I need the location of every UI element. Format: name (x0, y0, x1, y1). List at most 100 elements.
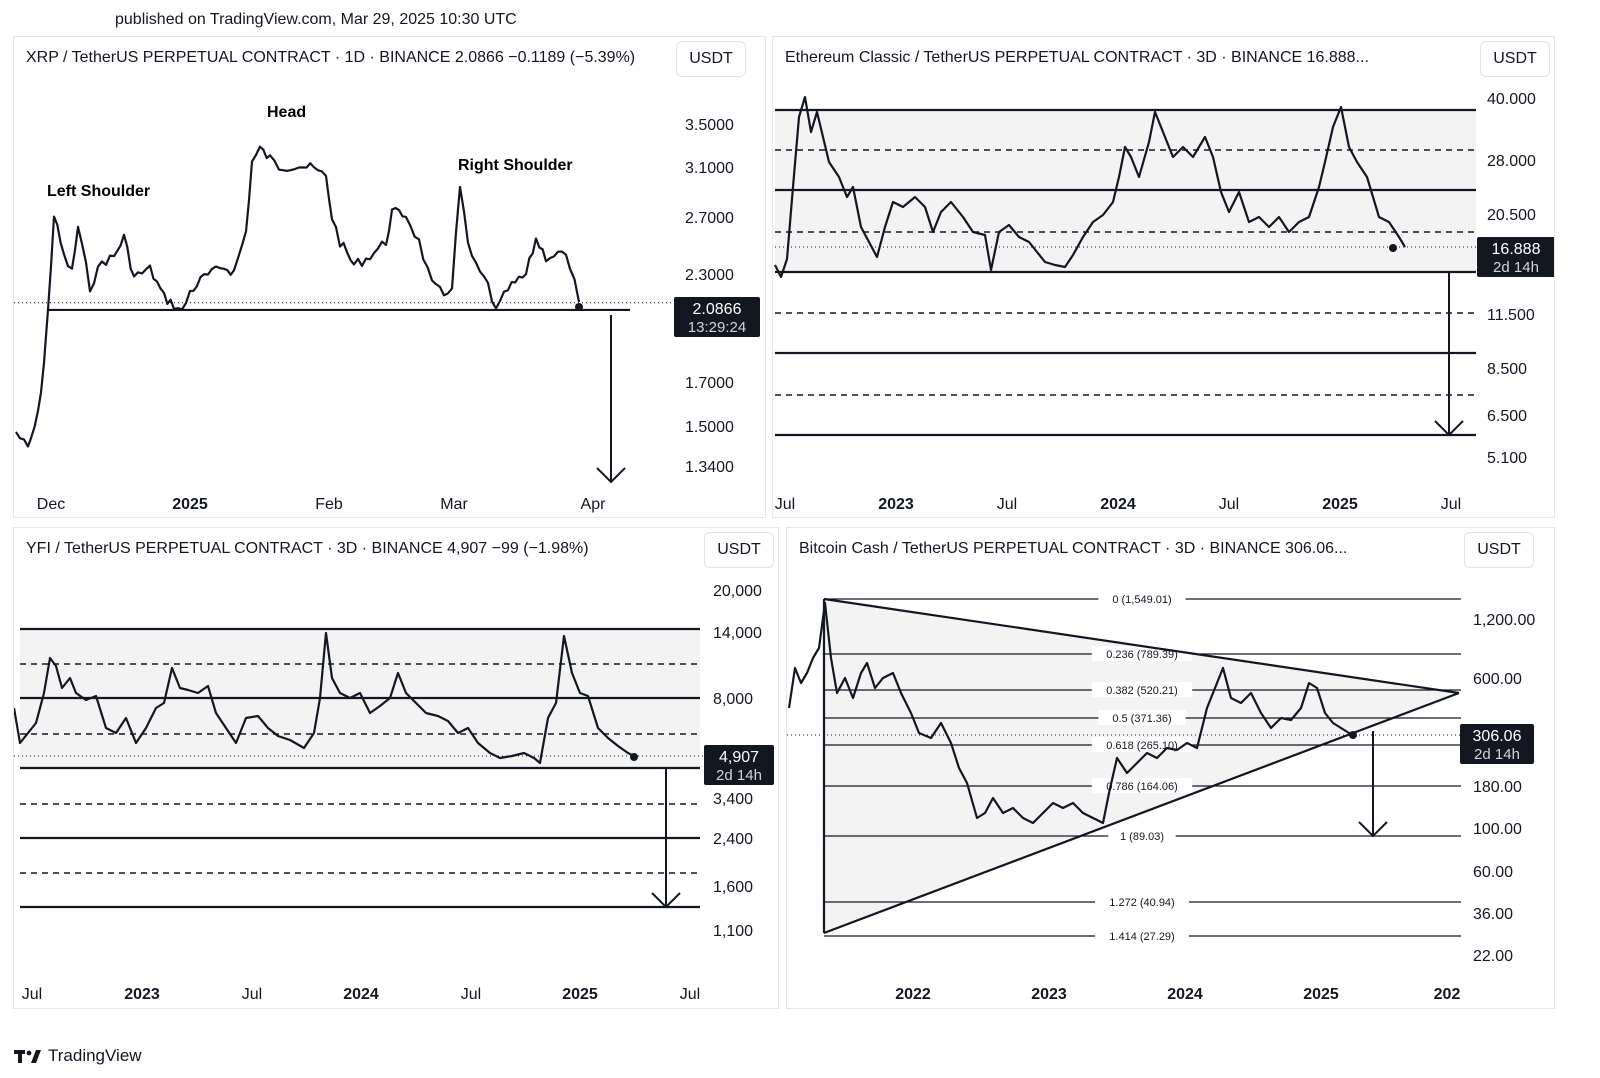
x-tick-label: 2025 (1303, 986, 1339, 1003)
footer-brand[interactable]: TradingView (14, 1046, 142, 1066)
y-tick-label: 22.00 (1473, 948, 1513, 965)
y-tick-label: 11.500 (1487, 307, 1535, 324)
x-tick-label: 2025 (172, 496, 208, 513)
y-tick-label: 1,200.00 (1473, 612, 1535, 629)
x-tick-label: Jul (1219, 496, 1239, 513)
y-tick-label: 28.000 (1487, 153, 1536, 170)
chart-title: XRP / TetherUS PERPETUAL CONTRACT · 1D ·… (26, 49, 636, 66)
fib-label-bg (1091, 778, 1193, 793)
fib-label-bg (1091, 682, 1193, 697)
y-tick-label: 2.7000 (685, 210, 734, 227)
x-tick-label: 2023 (878, 496, 914, 513)
last-price-badge (704, 745, 774, 785)
y-tick-label: 1.5000 (685, 419, 734, 436)
triangle-pattern-fill (824, 599, 1459, 933)
published-caption: published on TradingView.com, Mar 29, 20… (115, 11, 517, 28)
chart-panel-etc[interactable]: Ethereum Classic / TetherUS PERPETUAL CO… (772, 36, 1555, 518)
chart-title: YFI / TetherUS PERPETUAL CONTRACT · 3D ·… (26, 540, 589, 557)
fib-label-bg (1108, 828, 1176, 843)
last-price-dot (630, 753, 638, 761)
fib-level-label: 0.5 (371.36) (1112, 713, 1171, 725)
x-tick-label: Apr (581, 496, 607, 513)
last-price-value: 4,907 (719, 749, 759, 766)
price-line (774, 95, 1406, 279)
x-tick-label: Mar (440, 496, 468, 513)
x-tick-label: Feb (315, 496, 343, 513)
x-tick-label: Jul (680, 986, 700, 1003)
fib-label-bg (1095, 928, 1189, 943)
y-tick-label: 8,000 (713, 691, 753, 708)
chart-svg: 20,000 14,000 8,000 3,400 2,400 1,600 1,100 Jul… (14, 583, 774, 1003)
y-tick-label: 3,400 (713, 791, 753, 808)
last-price-badge (1460, 724, 1534, 764)
last-price-value: 16.888 (1492, 241, 1541, 258)
y-tick-label: 14,000 (713, 625, 762, 642)
target-arrow-head (596, 467, 626, 484)
y-tick-label: 3.1000 (685, 160, 734, 177)
fib-level-label: 1.414 (27.29) (1109, 931, 1174, 943)
fib-level-label: 0.786 (164.06) (1106, 781, 1178, 793)
x-tick-label: 2023 (124, 986, 160, 1003)
annotation-head: Head (267, 104, 306, 121)
y-tick-label: 60.00 (1473, 864, 1513, 881)
fib-label-bg (1098, 710, 1186, 725)
x-tick-label: 2023 (1031, 986, 1067, 1003)
y-tick-label: 1,600 (713, 879, 753, 896)
y-tick-label: 20,000 (713, 583, 762, 600)
fib-label-bg (1098, 591, 1186, 606)
y-tick-label: 100.00 (1473, 821, 1522, 838)
x-tick-label: Jul (775, 496, 795, 513)
x-tick-label: 2022 (895, 986, 931, 1003)
x-tick-label: 2025 (562, 986, 598, 1003)
fib-level-label: 1.272 (40.94) (1109, 897, 1174, 909)
fib-level-label: 0 (1,549.01) (1112, 594, 1171, 606)
y-tick-label: 5.100 (1487, 450, 1527, 467)
chart-svg: 0 (1,549.01) 0.236 (789.39) 0.382 (520.21)… (787, 591, 1535, 1003)
last-price-dot (575, 303, 583, 311)
chart-title: Ethereum Classic / TetherUS PERPETUAL CO… (785, 49, 1369, 66)
fib-level-label: 0.236 (789.39) (1106, 649, 1178, 661)
last-price-value: 2.0866 (693, 301, 742, 318)
y-tick-label: 8.500 (1487, 361, 1527, 378)
x-tick-label: 202 (1434, 986, 1461, 1003)
unit-button[interactable]: USDT (1480, 41, 1550, 77)
x-tick-label: 2024 (343, 986, 379, 1003)
y-tick-label: 2,400 (713, 831, 753, 848)
tv-logo-icon (14, 1048, 42, 1064)
target-arrow-head (1434, 420, 1464, 437)
x-tick-label: Dec (37, 496, 65, 513)
x-tick-label: 2024 (1100, 496, 1136, 513)
unit-button[interactable]: USDT (1464, 532, 1534, 568)
countdown-value: 13:29:24 (688, 319, 746, 336)
unit-button[interactable]: USDT (704, 532, 774, 568)
triangle-upper-trendline (823, 597, 1460, 695)
last-price-badge (674, 297, 760, 337)
annotation-right-shoulder: Right Shoulder (458, 157, 573, 174)
chart-title: Bitcoin Cash / TetherUS PERPETUAL CONTRA… (799, 540, 1348, 557)
countdown-value: 2d 14h (716, 767, 762, 784)
fib-label-bg (1095, 894, 1189, 909)
x-tick-label: Jul (1441, 496, 1461, 513)
y-tick-label: 20.500 (1487, 207, 1536, 224)
y-tick-label: 1.7000 (685, 375, 734, 392)
price-line (14, 631, 635, 765)
chart-panel-yfi[interactable]: YFI / TetherUS PERPETUAL CONTRACT · 3D ·… (13, 527, 779, 1009)
x-tick-label: Jul (22, 986, 42, 1003)
unit-button[interactable]: USDT (676, 41, 746, 77)
chart-svg: 40.000 28.000 20.500 11.500 8.500 6.500 5.100 J… (774, 91, 1554, 513)
fib-level-label: 1 (89.03) (1120, 831, 1164, 843)
chart-panel-xrp[interactable]: XRP / TetherUS PERPETUAL CONTRACT · 1D ·… (13, 36, 766, 518)
chart-panel-bch[interactable]: Bitcoin Cash / TetherUS PERPETUAL CONTRA… (786, 527, 1555, 1009)
x-tick-label: 2024 (1167, 986, 1203, 1003)
countdown-value: 2d 14h (1474, 746, 1520, 763)
last-price-value: 306.06 (1473, 728, 1522, 745)
y-tick-label: 3.5000 (685, 117, 734, 134)
fib-level-label: 0.618 (265.10) (1106, 740, 1178, 752)
annotation-left-shoulder: Left Shoulder (47, 183, 150, 200)
x-tick-label: Jul (461, 986, 481, 1003)
y-tick-label: 600.00 (1473, 671, 1522, 688)
price-line (787, 601, 1356, 825)
x-tick-label: Jul (997, 496, 1017, 513)
chart-svg: 3.5000 3.1000 2.7000 2.3000 1.7000 1.5000 1.34… (14, 104, 760, 513)
y-tick-label: 40.000 (1487, 91, 1536, 108)
